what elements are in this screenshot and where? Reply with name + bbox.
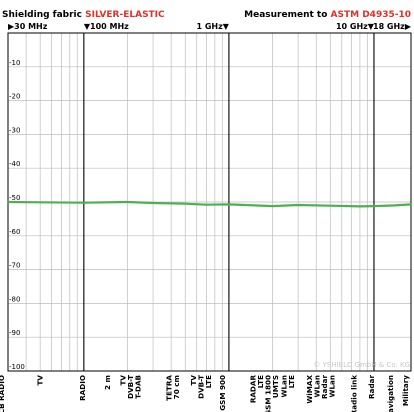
band-label-line: 2 m: [103, 375, 112, 390]
band-label-line: TETRA: [165, 375, 174, 401]
y-tick-label: -20: [9, 93, 20, 101]
header-title-left: Shielding fabric SILVER-ELASTIC: [2, 10, 165, 20]
y-tick-label: -80: [9, 295, 20, 303]
y-tick-label: -50: [9, 194, 20, 202]
band-label-line: TV: [189, 375, 198, 386]
band-label-line: TV: [119, 375, 128, 386]
band-label-line: CB RADIO: [0, 375, 6, 412]
band-label: RADIO: [78, 375, 87, 401]
band-label-line: WLan: [328, 375, 337, 397]
band-label: UMTS: [271, 375, 280, 398]
band-label-line: Radar: [320, 375, 329, 399]
frequency-label: 18 GHz▶: [373, 22, 412, 31]
band-label-line: LTE: [204, 375, 213, 388]
band-label: 2 m: [103, 375, 112, 390]
copyright-notice: © YSHIELD GmbH & Co. KG: [313, 361, 410, 369]
band-label: Navigation: [386, 375, 395, 412]
band-label-line: Navigation: [386, 375, 395, 412]
band-label-line: DVB-T: [196, 375, 205, 399]
band-label: CB RADIO: [0, 375, 6, 412]
band-label-line: GSM 900: [218, 375, 227, 411]
band-label: TV: [36, 375, 45, 386]
y-tick-label: -100: [9, 363, 25, 371]
frequency-label: ▶30 MHz: [8, 22, 48, 31]
frequency-labels: ▶30 MHz ▼100 MHz 1 GHz▼ 10 GHz▼ 18 GHz▶: [8, 22, 412, 31]
y-tick-label: -70: [9, 262, 20, 270]
band-label-line: DVB-T: [126, 375, 135, 399]
band-label-line: WLan: [313, 375, 322, 397]
band-label: Military: [401, 375, 410, 406]
band-label-line: RADAR: [249, 375, 258, 404]
band-label: Radio link: [350, 375, 359, 412]
band-label-line: 70 cm: [172, 375, 181, 399]
band-label: GSM 900: [218, 375, 227, 411]
band-label-line: LTE: [256, 375, 265, 388]
band-label-line: Radio link: [350, 375, 359, 412]
y-tick-label: -10: [9, 59, 20, 67]
band-label-line: T-DAB: [134, 375, 143, 399]
band-label-line: Radar: [367, 375, 376, 399]
y-tick-label: -60: [9, 228, 20, 236]
header-title-right: Measurement to ASTM D4935-10: [244, 10, 411, 20]
band-label-line: WiMAX: [305, 375, 314, 404]
frequency-label: 10 GHz▼: [336, 22, 375, 31]
y-tick-label: -40: [9, 160, 20, 168]
band-label-line: UMTS: [271, 375, 280, 398]
band-label-line: Military: [401, 375, 410, 406]
band-label: Radar: [367, 375, 376, 399]
band-label-line: LTE: [287, 375, 296, 388]
band-label-line: TV: [36, 375, 45, 386]
band-label-line: RADIO: [78, 375, 87, 401]
frequency-label: ▼100 MHz: [84, 22, 129, 31]
y-tick-label: -30: [9, 126, 20, 134]
attenuation-line: [6, 200, 413, 208]
frequency-label: 1 GHz▼: [196, 22, 229, 31]
band-label-line: WLan: [280, 375, 289, 397]
y-tick-label: -90: [9, 329, 20, 337]
band-label-line: GSM 1800: [264, 375, 273, 412]
plot-area: -10 -20 -30 -40 -50 -60 -70 -80 -90 -100: [6, 32, 413, 372]
